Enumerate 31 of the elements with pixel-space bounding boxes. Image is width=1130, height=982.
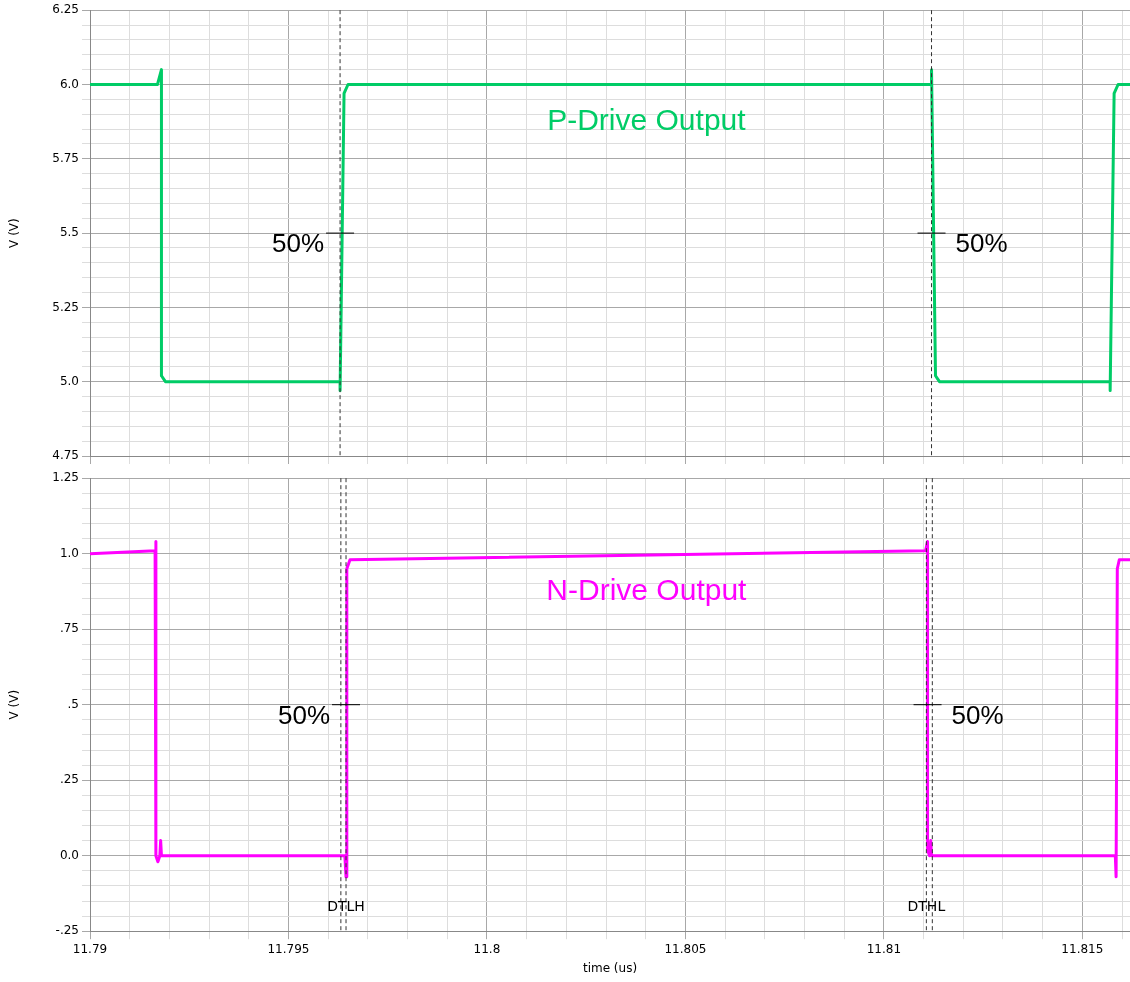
y-tick-label: .75 xyxy=(59,621,79,636)
series-label: N-Drive Output xyxy=(546,572,748,606)
y-tick-label: 1.0 xyxy=(59,545,79,560)
y-tick-label: .5 xyxy=(67,696,79,711)
annotation: 50% xyxy=(277,699,331,730)
y-tick-label: 5.75 xyxy=(52,150,79,165)
y-tick-label: 5.25 xyxy=(52,299,79,314)
y-tick-label: 0.0 xyxy=(59,847,79,862)
x-tick-label: 11.8 xyxy=(473,941,501,956)
series-label: P-Drive Output xyxy=(547,102,747,136)
y-tick-label: 5.0 xyxy=(59,373,79,388)
y-tick-label: .25 xyxy=(59,772,79,787)
y-tick-label: 6.25 xyxy=(52,2,79,17)
y-tick-label: 5.5 xyxy=(59,225,79,240)
y-tick-label: 6.0 xyxy=(59,76,79,91)
y-tick-label: 1.25 xyxy=(52,470,79,485)
x-tick-label: 11.81 xyxy=(866,941,902,956)
ref-line-label: DTLH xyxy=(327,897,365,914)
x-tick-label: 11.79 xyxy=(72,941,108,956)
x-tick-label: 11.815 xyxy=(1061,941,1104,956)
y-tick-label: -.25 xyxy=(55,923,79,938)
annotation: 50% xyxy=(272,228,325,259)
x-tick-label: 11.795 xyxy=(267,941,310,956)
y-tick-label: 4.75 xyxy=(52,448,79,463)
annotation: 50% xyxy=(955,228,1008,259)
ref-line-label: DTHL xyxy=(907,897,946,914)
y-axis-title: V (V) xyxy=(7,689,22,720)
y-axis-title: V (V) xyxy=(7,218,22,248)
x-tick-label: 11.805 xyxy=(664,941,707,956)
annotation: 50% xyxy=(951,699,1004,730)
x-axis-title: time (us) xyxy=(582,960,638,975)
